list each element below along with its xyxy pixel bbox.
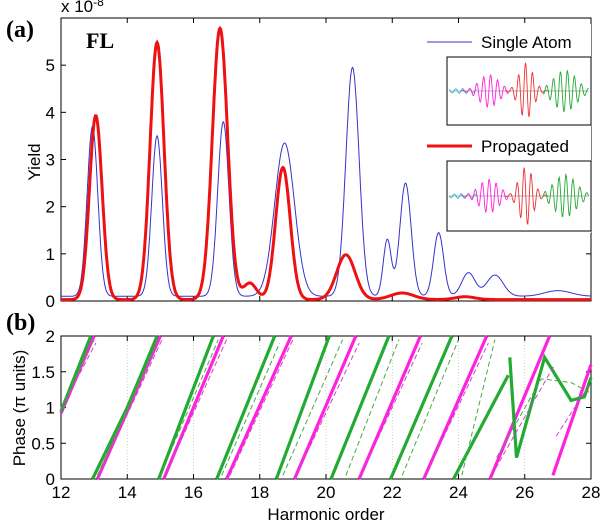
y-scale-exponent: -8 [93,0,104,9]
b-xtick-label: 18 [250,483,269,502]
b-xtick-label: 12 [52,483,71,502]
phase-series-3-segment [282,339,344,476]
inset-traces-propagated [448,167,590,226]
phase-series-0-segment [422,335,489,480]
panel-b-xlabel: Harmonic order [267,505,384,524]
phase-series-1-segment [91,335,159,480]
phase-series-1-segment [508,353,593,459]
y-scale-base: x 10 [61,0,93,16]
inset-waveform-single-atom [446,56,592,126]
panel-b-series [59,335,593,480]
phase-series-0-segment [357,335,422,480]
phase-series-1-segment [389,335,454,480]
phase-series-0-segment [488,335,552,480]
y-scale-label: x 10-8 [61,0,104,16]
series-propagated-line [61,25,591,302]
inset-trace [542,69,589,113]
panel-b-ylabel: Phase (π units) [10,350,29,467]
phase-series-3-segment [60,339,95,408]
phase-series-0-segment [293,335,358,480]
phase-series-2-segment [491,364,556,476]
phase-series-3-segment [461,339,496,476]
phase-series-3-segment [159,339,219,476]
a-ytick-label: 5 [46,56,55,75]
a-ytick-label: 4 [46,103,55,122]
phase-series-2-segment [360,342,423,476]
b-xtick-label: 22 [383,483,402,502]
phase-series-0-segment [551,364,593,476]
inset-traces-single-atom [448,62,589,118]
phase-series-0-segment [162,335,225,480]
phase-series-2-segment [295,342,360,476]
legend-label-propagated: Propagated [481,137,569,156]
phase-series-2-segment [555,382,592,437]
phase-series-2-segment [60,342,97,410]
b-ytick-label: 0 [46,470,55,489]
b-xtick-label: 28 [582,483,601,502]
b-xtick-label: 24 [449,483,468,502]
phase-series-3-segment [221,342,281,476]
b-xtick-label: 26 [515,483,534,502]
panel-a: 0 1 2 3 4 5 (a) FL x 10-8 Yield Single Atom P… [6,0,592,311]
a-ytick-label: 1 [46,245,55,264]
phase-series-0-segment [225,335,293,480]
phase-series-3-segment [345,339,400,476]
phase-series-1-segment [157,335,215,480]
phase-series-2-segment [98,339,163,476]
fl-annotation: FL [86,28,114,53]
panel-a-series [61,25,591,302]
phase-series-1-segment [329,335,391,480]
b-ytick-label: 2 [46,327,55,346]
phase-series-2-segment [229,339,294,476]
phase-series-1-segment [215,335,277,480]
b-xtick-label: 20 [317,483,336,502]
phase-series-3-segment [96,342,158,476]
a-ytick-label: 3 [46,151,55,170]
inset-trace [460,178,509,214]
phase-series-1-segment [452,374,510,480]
inset-trace [460,73,509,108]
phase-series-3-segment [401,339,459,476]
panel-b-ticks: 12 14 16 18 20 22 24 26 28 0 0.5 1 1.5 2 [31,327,600,502]
b-ytick-label: 1.5 [31,363,55,382]
phase-series-3-segment [496,378,592,458]
b-ytick-label: 1 [46,399,55,418]
legend-label-single-atom: Single Atom [481,33,572,52]
a-ytick-label: 0 [46,292,55,311]
b-xtick-label: 16 [184,483,203,502]
panel-a-label: (a) [6,17,34,43]
b-ytick-label: 0.5 [31,434,55,453]
phase-series-2-segment [164,339,228,476]
legend: Single Atom Propagated [427,24,592,233]
panel-b: 12 14 16 18 20 22 24 26 28 0 0.5 1 1.5 2 (b) Phase (π… [6,310,600,524]
phase-series-2-segment [424,342,489,476]
inset-trace [505,62,549,118]
panel-a-ylabel: Yield [25,143,44,180]
phase-series-1-segment [274,335,331,480]
panel-b-label: (b) [6,310,35,336]
inset-waveform-propagated [446,160,592,232]
b-xtick-label: 14 [118,483,137,502]
inset-trace [542,172,590,218]
a-ytick-label: 2 [46,198,55,217]
inset-trace [504,167,549,226]
